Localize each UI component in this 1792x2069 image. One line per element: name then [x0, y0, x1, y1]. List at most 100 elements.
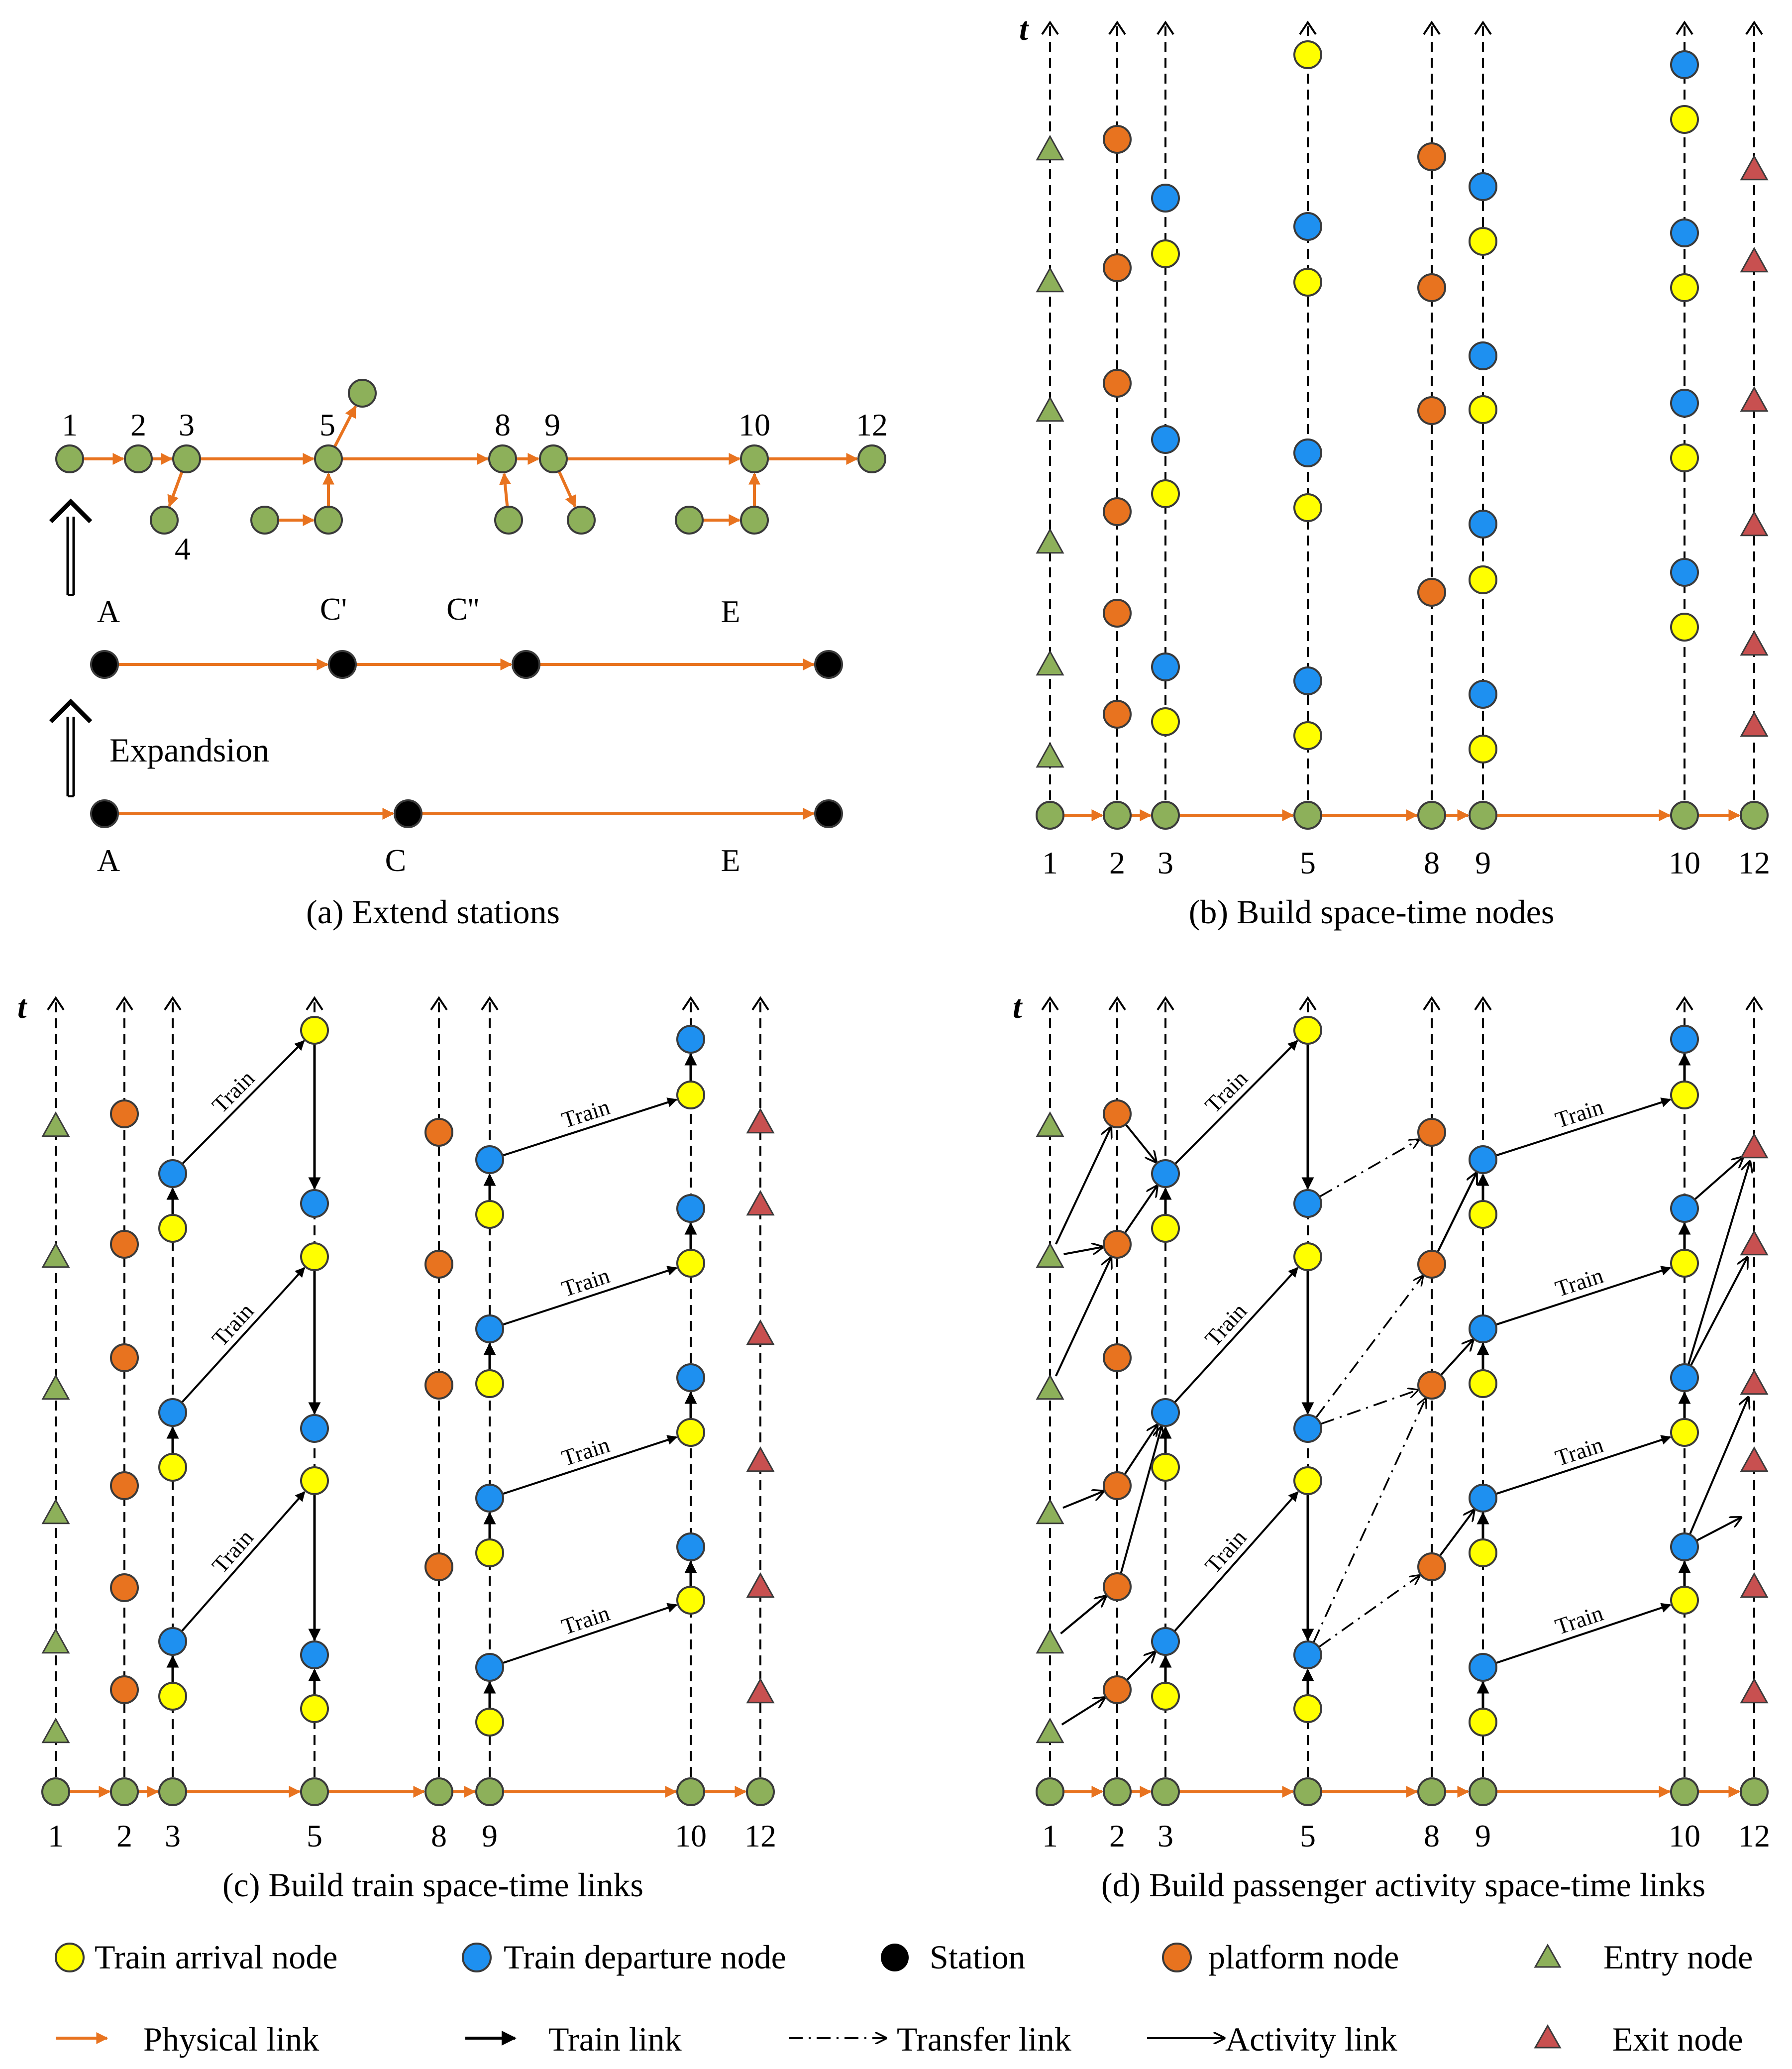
activity-link	[1063, 1247, 1103, 1255]
transfer-link	[1319, 1140, 1419, 1198]
panel-c: t Train Train Train Train Train Train Train 1 …	[17, 989, 776, 1904]
legend-departure-label: Train departure node	[504, 1938, 786, 1976]
station-label-8: 8	[495, 407, 511, 442]
platform-node	[110, 1343, 139, 1372]
departure-node	[1151, 1627, 1180, 1656]
time-axis-arrowhead	[682, 996, 700, 1011]
station-node-s9	[1469, 1777, 1497, 1806]
legend-platform-label: platform node	[1208, 1938, 1399, 1976]
activity-link	[1694, 1157, 1743, 1200]
entry-node	[1036, 396, 1064, 422]
legend-item-train-link: Train link	[465, 2020, 682, 2058]
arrival-node	[1670, 1418, 1699, 1447]
time-axis-arrowhead	[430, 996, 448, 1011]
platform-node	[110, 1230, 139, 1259]
arrival-node	[676, 1081, 705, 1109]
departure-node	[1293, 212, 1322, 241]
arrival-node	[676, 1418, 705, 1447]
departure-node	[1151, 1398, 1180, 1427]
departure-node	[158, 1159, 187, 1188]
time-axis-arrowhead	[164, 996, 182, 1011]
legend-item-platform: platform node	[1162, 1938, 1399, 1976]
train-label: Train	[1200, 1065, 1252, 1117]
departure-node	[1469, 1484, 1497, 1513]
platform-node	[424, 1552, 453, 1581]
platform-node	[1103, 125, 1132, 154]
d-station-3: 3	[1158, 1818, 1173, 1853]
entry-node	[41, 1111, 70, 1137]
time-axis-arrowhead	[1423, 996, 1441, 1011]
exit-node	[1740, 510, 1769, 537]
arrival-node	[1151, 1453, 1180, 1482]
exit-node	[1740, 154, 1769, 181]
a-node-extended	[250, 506, 279, 535]
platform-node	[424, 1118, 453, 1147]
departure-node	[676, 1363, 705, 1392]
train-label: Train	[558, 1600, 613, 1639]
arrival-node	[1469, 1538, 1497, 1567]
station-node-s5	[300, 1777, 329, 1806]
station-node-s10	[1670, 801, 1699, 830]
station-label-10: 10	[738, 407, 770, 442]
exit-node	[746, 1319, 775, 1345]
departure-node	[1293, 1414, 1322, 1443]
panel-c-caption: (c) Build train space-time links	[222, 1866, 643, 1904]
c-station-1: 1	[48, 1818, 64, 1853]
legend-transfer-link-label: Transfer link	[897, 2020, 1071, 2058]
time-axis-arrowhead	[1041, 996, 1059, 1011]
expansion-arrow-icon	[49, 498, 93, 524]
departure-node	[1670, 218, 1699, 247]
transfer-link	[1313, 1399, 1426, 1643]
a-node-extended	[740, 506, 769, 535]
a-node-5	[314, 444, 343, 473]
departure-node	[1293, 1189, 1322, 1218]
entry-node	[1036, 742, 1064, 768]
train-label: Train	[559, 1094, 613, 1133]
a-node-extended	[494, 506, 523, 535]
arrival-node	[300, 1694, 329, 1723]
platform-node	[1103, 599, 1132, 628]
train-link	[1174, 1491, 1299, 1632]
platform-node	[1103, 1343, 1132, 1372]
legend-exit-label: Exit node	[1612, 2020, 1743, 2058]
legend-arrival-icon	[55, 1943, 85, 1972]
departure-node	[475, 1653, 504, 1682]
train-label: Train	[207, 1065, 259, 1118]
train-label: Train	[1200, 1525, 1251, 1578]
train-label: Train	[558, 1263, 613, 1302]
entry-node	[41, 1628, 70, 1654]
arrival-node	[1469, 1708, 1497, 1737]
c-station-8: 8	[431, 1818, 447, 1853]
time-axis-arrowhead	[1745, 20, 1763, 35]
a-node-extended	[348, 379, 377, 408]
station-node-s8	[1417, 1777, 1446, 1806]
time-axis-arrowhead	[1157, 20, 1174, 35]
c-station-5: 5	[307, 1818, 322, 1853]
train-label: Train	[1552, 1432, 1606, 1471]
station-node-s12	[1740, 801, 1769, 830]
legend-platform-icon	[1162, 1943, 1192, 1972]
legend-train-link-label: Train link	[548, 2020, 682, 2058]
a-node-8	[488, 444, 517, 473]
arrival-node	[158, 1682, 187, 1711]
arrival-node	[1293, 268, 1322, 297]
legend-item-arrival: Train arrival node	[55, 1938, 337, 1976]
panel-b-axis-label: t	[1019, 11, 1029, 47]
arrival-node	[1151, 1214, 1180, 1243]
arrival-node	[1670, 105, 1699, 134]
station-node-s5	[1293, 801, 1322, 830]
arrival-node	[676, 1586, 705, 1615]
train-link	[181, 1267, 306, 1403]
a-bottom-station	[90, 799, 119, 828]
departure-node	[1469, 1653, 1497, 1682]
legend-item-departure: Train departure node	[462, 1938, 786, 1976]
panel-d-axis-label: t	[1013, 989, 1023, 1025]
departure-node	[300, 1640, 329, 1669]
departure-node	[1151, 653, 1180, 681]
entry-node	[1036, 1111, 1064, 1137]
panel-a-bottom-labels: A C E	[97, 843, 740, 878]
time-axis-arrowhead	[1745, 996, 1763, 1011]
transfer-link	[1318, 1575, 1420, 1648]
exit-node	[1740, 711, 1769, 737]
